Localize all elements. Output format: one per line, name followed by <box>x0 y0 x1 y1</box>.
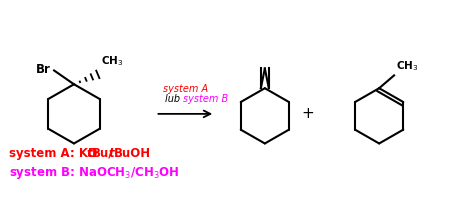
Text: lub: lub <box>165 94 183 104</box>
Text: CH$_3$: CH$_3$ <box>396 60 419 73</box>
Text: Br: Br <box>36 63 51 76</box>
Text: +: + <box>301 106 314 121</box>
Text: system B: NaOCH$_3$/CH$_3$OH: system B: NaOCH$_3$/CH$_3$OH <box>9 165 180 181</box>
Text: Bu/: Bu/ <box>92 147 113 160</box>
Text: system A: KO: system A: KO <box>9 147 98 160</box>
Text: CH$_3$: CH$_3$ <box>101 55 123 69</box>
Text: t: t <box>87 147 92 160</box>
Text: system A: system A <box>163 84 208 94</box>
Text: system B: system B <box>183 94 228 104</box>
Text: t: t <box>109 147 114 160</box>
Text: BuOH: BuOH <box>114 147 151 160</box>
